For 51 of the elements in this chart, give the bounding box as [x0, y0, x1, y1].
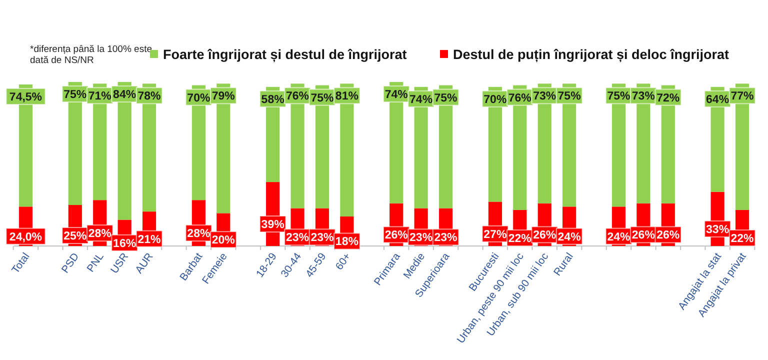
data-label: 58%: [261, 94, 284, 106]
data-label: 70%: [187, 92, 210, 104]
data-label: 23%: [410, 232, 433, 244]
data-label: 79%: [212, 90, 235, 103]
data-label: 24%: [558, 231, 581, 244]
x-tick-label: PNL: [84, 250, 106, 274]
data-label: 76%: [508, 92, 532, 104]
data-label: 22%: [730, 232, 754, 245]
data-label: 26%: [533, 230, 556, 242]
data-label: 27%: [484, 228, 507, 241]
data-label: 33%: [706, 224, 730, 236]
data-label: 73%: [632, 90, 655, 103]
data-label: 74,5%: [9, 91, 42, 104]
x-tick-label: 60+: [333, 250, 354, 272]
data-label: 18%: [335, 236, 358, 248]
data-label: 23%: [310, 232, 334, 244]
data-label: 22%: [508, 232, 532, 245]
legend-label: Destul de puțin îngrijorat și deloc îngrijorat: [453, 47, 730, 63]
data-label: 77%: [730, 90, 754, 103]
data-label: 75%: [558, 90, 581, 103]
data-label: 23%: [286, 232, 310, 244]
data-label: 72%: [656, 92, 680, 104]
data-label: 16%: [113, 238, 136, 250]
data-label: 73%: [533, 90, 556, 103]
data-label: 26%: [632, 230, 655, 242]
data-label: 75%: [607, 90, 630, 103]
data-label: 74%: [384, 89, 408, 101]
data-label: 74%: [410, 94, 433, 106]
data-label: 70%: [484, 94, 507, 106]
data-label: 26%: [656, 230, 680, 242]
data-label: 84%: [113, 89, 136, 101]
data-label: 75%: [434, 92, 458, 104]
data-label: 24,0%: [9, 231, 42, 244]
data-label: 75%: [310, 92, 334, 104]
data-label: 20%: [212, 234, 235, 247]
data-label: 64%: [706, 94, 730, 106]
data-label: 71%: [88, 90, 112, 103]
data-label: 81%: [335, 90, 358, 103]
data-label: 25%: [64, 230, 87, 242]
data-label: 39%: [261, 219, 284, 232]
data-label: 28%: [187, 228, 210, 240]
data-label: 76%: [286, 90, 310, 103]
data-label: 78%: [138, 90, 161, 103]
data-label: 75%: [64, 89, 87, 101]
text: *diferența până la 100% este dată de NS/NR: [30, 44, 152, 66]
data-label: 28%: [88, 228, 112, 240]
data-label: 24%: [607, 231, 630, 244]
data-label: 23%: [434, 232, 458, 244]
data-label: 21%: [138, 234, 161, 246]
legend-label: Foarte îngrijorat și destul de îngrijorat: [163, 47, 408, 63]
data-label: 26%: [384, 230, 408, 242]
